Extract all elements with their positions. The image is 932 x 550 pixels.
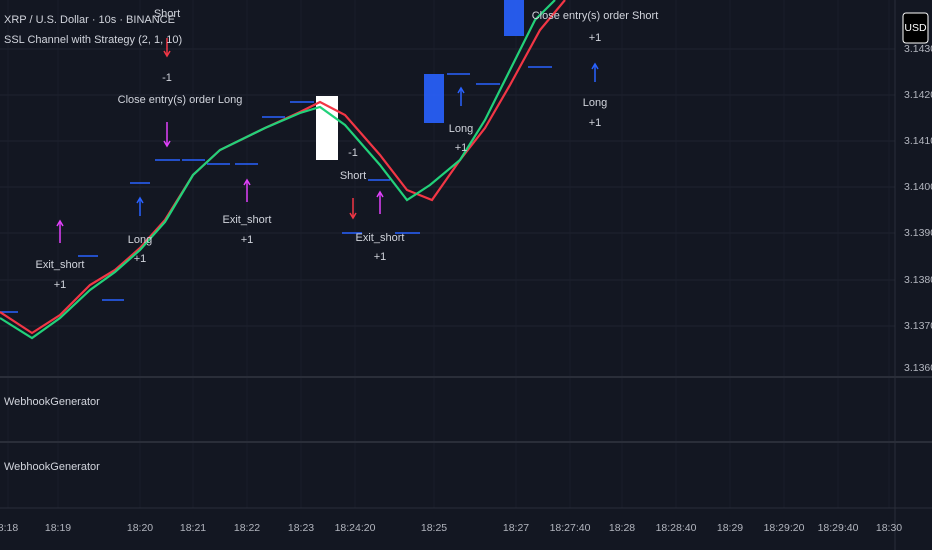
time-label: 18:27 bbox=[503, 522, 529, 534]
price-label: 3.1420 bbox=[904, 89, 932, 101]
arrow-head bbox=[349, 212, 357, 220]
candle bbox=[424, 74, 444, 123]
signal-label: +1 bbox=[241, 234, 254, 246]
signal-label: -1 bbox=[162, 72, 172, 84]
time-label: 18:24:20 bbox=[335, 522, 376, 534]
arrow-head bbox=[457, 86, 465, 94]
candle bbox=[316, 96, 338, 160]
price-label: 3.1430 bbox=[904, 43, 932, 55]
price-label: 3.1410 bbox=[904, 135, 932, 147]
time-label: 18:20 bbox=[127, 522, 153, 534]
signal-label: Exit_short bbox=[356, 232, 405, 244]
signal-label: +1 bbox=[134, 253, 147, 265]
price-label: 3.1390 bbox=[904, 227, 932, 239]
arrow-head bbox=[163, 50, 171, 58]
ssl-up-line bbox=[0, 0, 556, 340]
time-label: 18:21 bbox=[180, 522, 206, 534]
ssl-levels bbox=[0, 66, 552, 313]
signal-label: Short bbox=[154, 8, 180, 20]
signal-label: Exit_short bbox=[36, 259, 85, 271]
indicator-title: SSL Channel with Strategy (2, 1, 10) bbox=[4, 34, 182, 46]
pane-title: WebhookGenerator bbox=[4, 396, 100, 408]
price-label: 3.1400 bbox=[904, 181, 932, 193]
time-label: 18:27:40 bbox=[550, 522, 591, 534]
signal-label: Exit_short bbox=[223, 214, 272, 226]
currency-button[interactable] bbox=[902, 12, 929, 44]
price-label: 3.1370 bbox=[904, 320, 932, 332]
price-label: 3.1360 bbox=[904, 362, 932, 374]
arrow-head bbox=[376, 190, 384, 198]
signal-label: +1 bbox=[54, 279, 67, 291]
signal-label: Long bbox=[128, 234, 152, 246]
time-label: 18:28:40 bbox=[656, 522, 697, 534]
arrow-head bbox=[136, 196, 144, 204]
candle bbox=[504, 0, 524, 36]
arrow-head bbox=[591, 62, 599, 70]
signal-label: -1 bbox=[348, 147, 358, 159]
signal-label: +1 bbox=[455, 142, 468, 154]
grid bbox=[0, 48, 895, 327]
time-label: 18:23 bbox=[288, 522, 314, 534]
arrow-head bbox=[163, 140, 171, 148]
pane-title: WebhookGenerator bbox=[4, 461, 100, 473]
signal-arrows bbox=[56, 38, 599, 243]
signal-label: Long bbox=[449, 123, 473, 135]
symbol-title: XRP / U.S. Dollar · 10s · BINANCE bbox=[4, 14, 175, 26]
signal-label: Long bbox=[583, 97, 607, 109]
currency-label: USD bbox=[904, 22, 927, 34]
signal-label: Close entry(s) order Long bbox=[118, 94, 243, 106]
signal-label: +1 bbox=[589, 32, 602, 44]
signal-label: Close entry(s) order Short bbox=[532, 10, 659, 22]
signal-label: +1 bbox=[374, 251, 387, 263]
time-label: 18:22 bbox=[234, 522, 260, 534]
time-label: 18:28 bbox=[609, 522, 635, 534]
time-label: 8:18 bbox=[0, 522, 18, 534]
time-label: 18:29 bbox=[717, 522, 743, 534]
arrow-head bbox=[56, 219, 64, 227]
price-label: 3.1380 bbox=[904, 274, 932, 286]
signal-label: +1 bbox=[589, 117, 602, 129]
time-label: 18:29:40 bbox=[818, 522, 859, 534]
time-label: 18:29:20 bbox=[764, 522, 805, 534]
signal-label: Short bbox=[340, 170, 366, 182]
time-label: 18:30 bbox=[876, 522, 902, 534]
arrow-head bbox=[243, 178, 251, 186]
time-label: 18:25 bbox=[421, 522, 447, 534]
time-label: 18:19 bbox=[45, 522, 71, 534]
